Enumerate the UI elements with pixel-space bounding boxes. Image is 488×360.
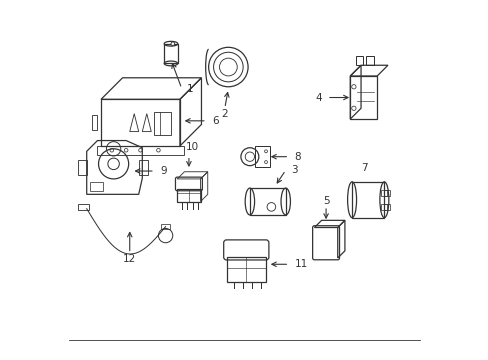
Bar — [90, 182, 102, 191]
Bar — [380, 204, 386, 211]
Text: 4: 4 — [314, 93, 321, 103]
Bar — [380, 190, 386, 196]
Text: 8: 8 — [294, 152, 301, 162]
Text: 2: 2 — [221, 109, 227, 119]
Bar — [78, 204, 88, 211]
Text: 12: 12 — [123, 254, 136, 264]
Text: 1: 1 — [187, 84, 193, 94]
Bar — [139, 160, 147, 175]
Bar — [154, 112, 171, 135]
Text: 3: 3 — [290, 165, 297, 175]
Bar — [384, 204, 389, 211]
Circle shape — [171, 42, 174, 45]
Bar — [78, 160, 86, 175]
Text: 11: 11 — [294, 259, 307, 269]
Bar — [161, 224, 169, 229]
Text: 6: 6 — [212, 116, 219, 126]
Text: 10: 10 — [185, 142, 199, 152]
Bar — [366, 56, 373, 65]
Bar — [355, 56, 362, 65]
Text: 9: 9 — [160, 166, 166, 176]
Bar — [384, 190, 389, 196]
Text: 7: 7 — [361, 163, 367, 173]
Text: 5: 5 — [322, 195, 329, 206]
